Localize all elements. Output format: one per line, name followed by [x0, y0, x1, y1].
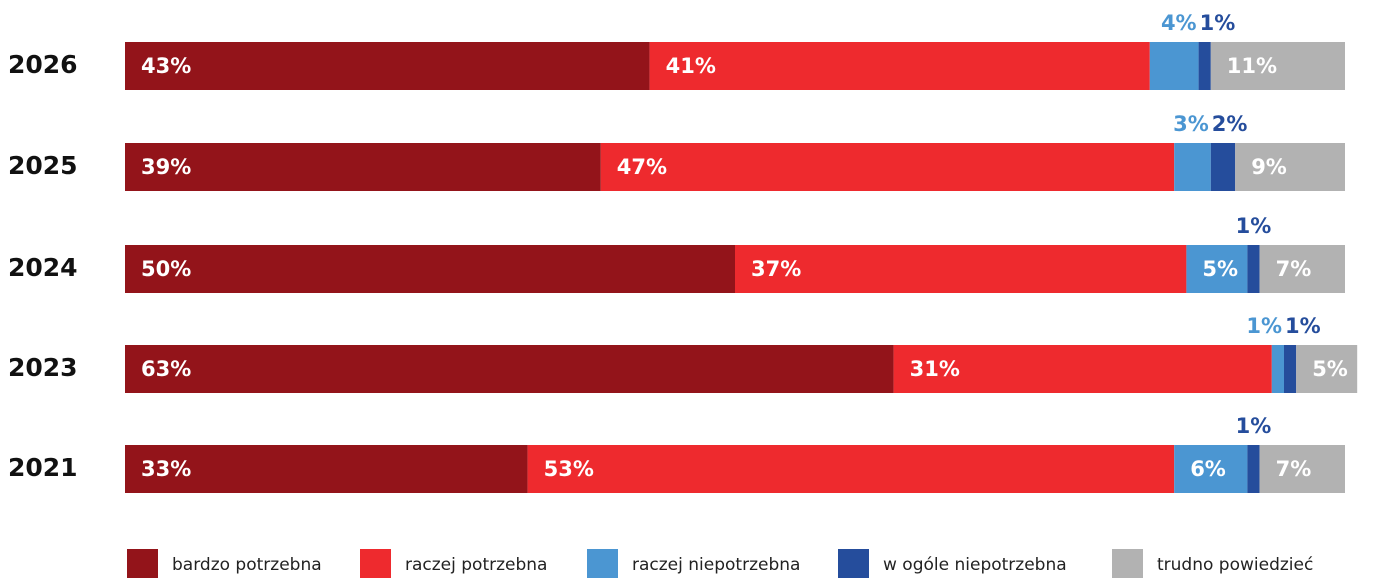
legend-swatch [1112, 549, 1143, 580]
data-label: 11% [1227, 54, 1277, 78]
data-label: 3% [1173, 112, 1209, 136]
bar-segment [125, 245, 735, 293]
data-label: 41% [666, 54, 716, 78]
data-label: 1% [1236, 414, 1272, 438]
bar-segment [1247, 445, 1260, 493]
data-label: 9% [1251, 155, 1287, 179]
bar-segment [600, 143, 1175, 191]
bar-segment [649, 42, 1150, 90]
data-label: 37% [751, 257, 801, 281]
bar-segment [125, 42, 650, 90]
bar-segment [1210, 42, 1345, 90]
data-label: 1% [1246, 314, 1282, 338]
bar-segment [1186, 245, 1248, 293]
y-tick-label: 2021 [8, 453, 78, 482]
data-label: 4% [1161, 11, 1197, 35]
bar-segment [1198, 42, 1211, 90]
data-label: 47% [617, 155, 667, 179]
bar-segment [527, 445, 1175, 493]
bar-segment [1210, 143, 1236, 191]
bar-segment [1296, 345, 1358, 393]
bar-segment [1259, 445, 1345, 493]
legend-label: trudno powiedzieć [1157, 555, 1313, 575]
data-label: 7% [1276, 457, 1312, 481]
data-label: 1% [1285, 314, 1321, 338]
data-label: 50% [141, 257, 191, 281]
legend-label: w ogóle niepotrzebna [883, 555, 1067, 575]
bar-segment [125, 143, 601, 191]
bar-segment [1247, 245, 1260, 293]
data-label: 5% [1312, 357, 1348, 381]
legend-swatch [360, 549, 391, 580]
y-tick-label: 2023 [8, 353, 78, 382]
bar-segment [1284, 345, 1297, 393]
data-label: 1% [1200, 11, 1236, 35]
data-label: 63% [141, 357, 191, 381]
data-label: 43% [141, 54, 191, 78]
y-tick-label: 2025 [8, 151, 78, 180]
bar-segment [735, 245, 1187, 293]
data-label: 5% [1202, 257, 1238, 281]
bar-segment [125, 445, 528, 493]
legend-label: bardzo potrzebna [172, 555, 322, 575]
legend-label: raczej potrzebna [405, 555, 547, 575]
data-label: 7% [1276, 257, 1312, 281]
data-label: 33% [141, 457, 191, 481]
legend-swatch [838, 549, 869, 580]
bar-segment [1174, 143, 1211, 191]
data-label: 31% [910, 357, 960, 381]
data-label: 53% [544, 457, 594, 481]
legend-swatch [127, 549, 158, 580]
y-tick-label: 2024 [8, 253, 78, 282]
bar-segment [893, 345, 1272, 393]
data-label: 6% [1190, 457, 1226, 481]
legend-label: raczej niepotrzebna [632, 555, 800, 575]
bar-segment [1271, 345, 1284, 393]
y-tick-label: 2026 [8, 50, 78, 79]
bar-segment [1174, 445, 1248, 493]
bar-segment [125, 345, 894, 393]
bar-segment [1149, 42, 1199, 90]
data-label: 1% [1236, 214, 1272, 238]
data-label: 2% [1212, 112, 1248, 136]
bar-segment [1259, 245, 1345, 293]
bar-segment [1235, 143, 1345, 191]
data-label: 39% [141, 155, 191, 179]
legend-swatch [587, 549, 618, 580]
